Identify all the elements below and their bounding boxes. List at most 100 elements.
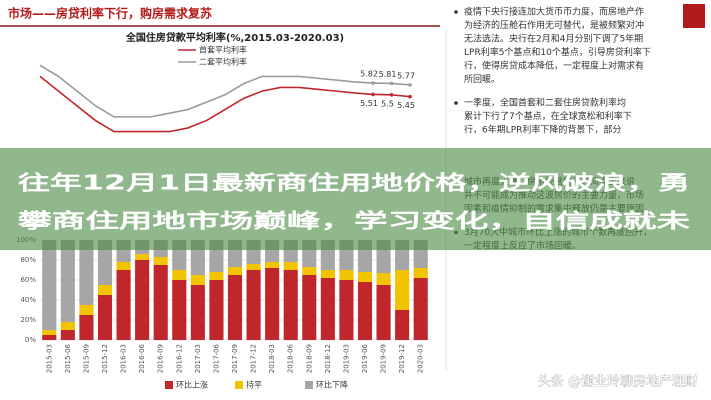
bullet-text: 疫情下央行接连加大货币币力度，而房地产作 [464,6,644,18]
bar-segment [283,270,298,340]
legend-label: 二套平均利率 [199,57,247,67]
bar-segment [190,275,205,285]
bar-segment [395,310,410,340]
bullet-dot [454,101,458,105]
bar-segment [376,273,391,285]
y-tick-label: 80% [20,256,36,264]
x-tick-label: 2017-06 [212,343,220,373]
logo [683,4,705,28]
bar-segment [60,240,75,322]
chart-title: 全国住房贷款平均利率(%,2015.03-2020.03) [125,31,344,44]
bar-segment [153,265,168,340]
bullet-dot [454,10,458,14]
point [371,92,375,97]
y-tick-label: 20% [20,316,36,324]
bar-segment [135,254,150,260]
headline-line: 攀商住用地市场巅峰，学习变化，自信成就未 [16,209,690,233]
bar-segment [357,272,373,282]
bar-segment [116,262,131,270]
bar-segment [209,272,224,280]
bar-segment [265,268,280,340]
bar-segment [153,257,168,265]
x-tick-label: 2018-12 [324,344,332,373]
x-tick-label: 2018-09 [305,344,313,373]
data-label: 5.51 [360,99,378,108]
bar-segment [227,275,243,340]
bar-segment [339,270,354,280]
point [389,93,394,97]
bar-segment [135,260,150,340]
x-tick-label: 2017-09 [231,344,239,373]
bar-segment [265,262,280,268]
series-line [39,75,411,133]
data-label: 5.77 [397,71,415,80]
y-tick-label: 0% [25,336,36,344]
bar-segment [320,270,335,278]
point [408,83,412,87]
bar-segment [97,295,113,340]
headline-overlay [0,148,711,250]
bar-segment [97,285,113,295]
legend-label: 首套平均利率 [199,45,247,55]
x-tick-label: 2016-06 [138,343,146,373]
slide-title: 市场——房贷利率下行，购房需求复苏 [8,6,212,21]
bar-segment [246,270,261,340]
x-tick-label: 2017-12 [250,344,258,373]
legend-label: 持平 [246,380,262,390]
headline-line: 往年12月1日最新商住用地价格，逆风破浪，勇 [18,171,690,195]
bar-segment [283,262,298,270]
bar-segment [357,282,373,340]
bar-segment [320,278,335,340]
bar-segment [302,275,317,340]
bar-segment [79,315,94,340]
bar-segment [172,270,187,280]
bar-segment [172,280,187,340]
x-tick-label: 2019-12 [398,344,406,373]
bar-segment [60,322,75,330]
x-tick-label: 2019-03 [342,344,350,373]
bullet-text: 行，6年期LPR利率下降的背景下，部分 [464,124,621,136]
bar-segment [246,264,261,270]
legend-swatch [165,381,173,389]
bar-segment [395,270,410,310]
x-tick-label: 2016-03 [120,344,128,373]
bar-segment [413,278,428,340]
bar-segment [79,240,94,305]
y-tick-label: 60% [20,276,36,284]
bullet-text: 无法选法。央行在2月和4月分别下调了5年期 [464,33,643,45]
x-tick-label: 2019-09 [380,344,388,373]
legend-label: 环比上涨 [176,380,208,390]
bullet-text: 为经济的压舱石作用无可替代，是被频繁对冲 [464,19,644,31]
point [371,81,375,85]
bar-segment [42,330,57,335]
x-tick-label: 2017-03 [194,344,202,373]
bar-segment [79,305,94,315]
x-tick-label: 2015-03 [45,344,53,373]
legend-label: 环比下降 [316,380,348,390]
bar-segment [190,285,205,340]
bar-segment [42,240,57,330]
bullet-text: LPR利率5个基点和10个基点，引导房贷利率下 [464,46,651,58]
x-tick-label: 2016-09 [157,344,165,373]
bullet-text: 行，使得房贷成本降低，一定程度上对需求有 [464,60,644,72]
data-label: 5.45 [397,101,415,110]
bullet-text: 累计下行了7个基点，在全球宽松和利率下 [464,110,632,122]
data-label: 5.5 [381,99,394,108]
bar-segment [42,335,57,340]
x-tick-label: 2019-06 [361,343,369,373]
x-tick-label: 2016-12 [175,344,183,373]
legend-swatch [235,381,243,389]
bar-segment [116,270,131,340]
watermark: 头条 @谢业玲聊房地产理财 [538,374,698,390]
x-tick-label: 2015-09 [82,344,90,373]
data-label: 5.82 [360,70,378,79]
y-tick-label: 40% [20,296,36,304]
bar-segment [376,285,391,340]
x-tick-label: 2020-03 [417,344,425,373]
bullet-text: 一季度，全国首套和二套住房贷款利率均 [464,97,626,109]
legend-swatch [305,381,313,389]
x-tick-label: 2015-06 [64,343,72,373]
point [389,81,394,86]
series-line [39,64,411,118]
